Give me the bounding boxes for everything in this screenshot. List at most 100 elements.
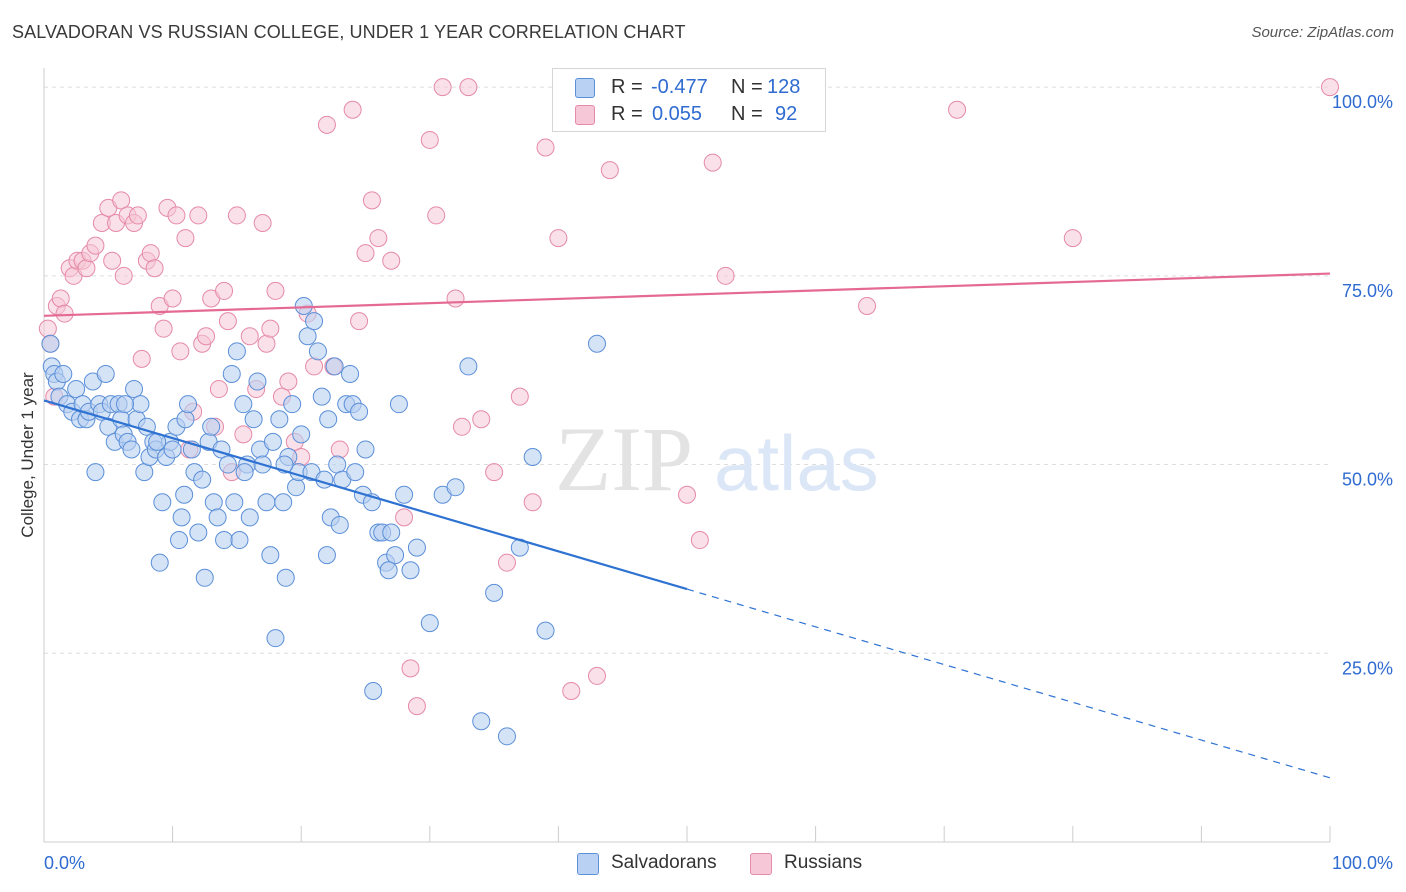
- x-tick-label: 0.0%: [44, 853, 85, 873]
- salvadoran-point: [170, 531, 189, 550]
- russian-point: [171, 342, 190, 361]
- salvadoran-point: [218, 455, 237, 474]
- salvadoran-point: [401, 561, 420, 580]
- russian-point: [167, 206, 186, 225]
- y-tick-label: 50.0%: [1342, 470, 1393, 490]
- russian-trend-line: [43, 272, 1331, 317]
- salvadoran-point: [189, 523, 208, 542]
- salvadoran-point: [389, 395, 408, 414]
- russian-point: [234, 425, 253, 444]
- salvadoran-point: [153, 493, 172, 512]
- russian-point: [86, 236, 105, 255]
- legend-r-value: 0.055: [652, 103, 703, 125]
- russian-point: [257, 334, 276, 353]
- russian-point: [189, 206, 208, 225]
- russian-point: [350, 312, 369, 331]
- legend-r-value: -0.477: [651, 76, 708, 98]
- russian-point: [132, 349, 151, 368]
- salvadoran-point: [325, 357, 344, 376]
- russian-point: [103, 251, 122, 270]
- salvadoran-point: [244, 410, 263, 429]
- watermark: ZIP atlas: [555, 408, 879, 510]
- legend-n-label: N =: [731, 103, 763, 125]
- salvadoran-point: [356, 440, 375, 459]
- salvadoran-point: [459, 357, 478, 376]
- salvadoran-point: [202, 417, 221, 436]
- russian-point: [112, 191, 131, 210]
- salvadoran-point: [222, 364, 241, 383]
- chart-title: SALVADORAN VS RUSSIAN COLLEGE, UNDER 1 Y…: [12, 22, 686, 42]
- russian-point: [163, 289, 182, 308]
- salvadoran-point: [446, 478, 465, 497]
- russian-point: [215, 281, 234, 300]
- russian-point: [497, 553, 516, 572]
- salvadoran-point: [266, 629, 285, 648]
- tick-labels: 25.0% 50.0% 75.0% 100.0% 0.0% 100.0%: [44, 92, 1393, 873]
- russian-point: [420, 130, 439, 149]
- russian-point: [407, 697, 426, 716]
- salvadoran-point: [283, 395, 302, 414]
- salvadoran-point: [131, 395, 150, 414]
- bottom-legend-salvadorans: Salvadorans: [577, 850, 727, 878]
- russian-point: [209, 380, 228, 399]
- salvadoran-point: [330, 515, 349, 534]
- salvadoran-point: [135, 463, 154, 482]
- russian-point: [145, 259, 164, 278]
- salvadoran-swatch: [575, 78, 595, 98]
- salvadoran-point: [292, 425, 311, 444]
- salvadoran-point: [420, 614, 439, 633]
- russian-point: [227, 206, 246, 225]
- salvadoran-point: [234, 395, 253, 414]
- russian-point: [433, 78, 452, 97]
- russian-point: [401, 659, 420, 678]
- russian-point: [38, 319, 57, 338]
- salvadoran-point: [386, 546, 405, 565]
- russian-point: [330, 440, 349, 459]
- russian-point: [1321, 78, 1339, 97]
- salvadoran-point: [270, 410, 289, 429]
- salvadoran-point: [125, 380, 144, 399]
- russian-point: [369, 229, 388, 248]
- salvadoran-point: [261, 546, 280, 565]
- russian-point: [690, 531, 709, 550]
- salvadoran-point: [86, 463, 105, 482]
- salvadoran-trend-extension: [686, 588, 1331, 779]
- russian-point: [382, 251, 401, 270]
- salvadoran-point: [176, 410, 195, 429]
- russian-point: [452, 417, 471, 436]
- salvadoran-point: [317, 546, 336, 565]
- russian-point: [523, 493, 542, 512]
- salvadoran-point: [328, 455, 347, 474]
- russian-point: [446, 289, 465, 308]
- russian-point: [678, 485, 696, 504]
- russian-point: [128, 206, 147, 225]
- source-credit: Source: ZipAtlas.com: [1251, 24, 1394, 41]
- legend-row-russians: R = 0.055 N = 92: [553, 102, 825, 128]
- salvadoran-point: [298, 327, 317, 346]
- salvadoran-point: [193, 470, 212, 489]
- russian-point: [55, 304, 74, 323]
- salvadoran-point: [225, 493, 244, 512]
- salvadoran-point: [382, 523, 401, 542]
- russian-point: [485, 463, 504, 482]
- legend-r-label: R =: [611, 103, 643, 125]
- russian-point: [51, 289, 70, 308]
- salvadoran-point: [215, 531, 234, 550]
- russian-point: [459, 78, 478, 97]
- salvadoran-point: [230, 531, 249, 550]
- salvadoran-point: [523, 448, 542, 466]
- russian-point: [562, 682, 581, 701]
- legend-n-value: 128: [767, 76, 801, 98]
- russian-legend-label: Russians: [784, 852, 863, 873]
- russian-point: [176, 229, 195, 248]
- salvadoran-point: [312, 387, 331, 406]
- russian-point: [261, 319, 280, 338]
- russian-point: [948, 100, 967, 119]
- salvadoran-point: [276, 568, 295, 587]
- salvadoran-point: [54, 364, 73, 383]
- watermark-zip: ZIP: [555, 408, 693, 510]
- salvadoran-point: [497, 727, 516, 746]
- salvadoran-point: [240, 508, 259, 527]
- russian-point: [317, 115, 336, 134]
- russian-point: [77, 259, 96, 278]
